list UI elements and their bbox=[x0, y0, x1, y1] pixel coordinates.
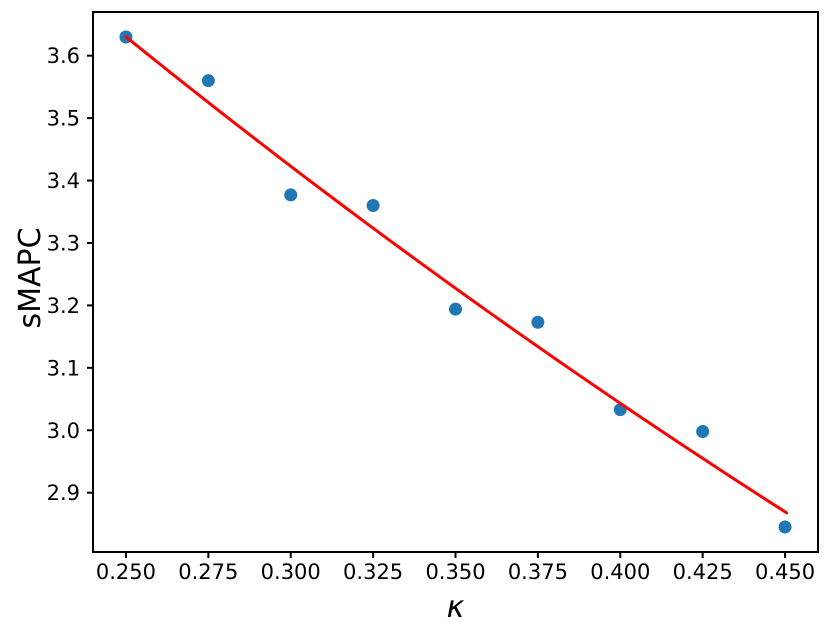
plot-area: 0.250 0.275 0.300 0.325 0.350 0.375 0.400 0.425… bbox=[47, 11, 819, 584]
x-tick-label: 0.300 bbox=[261, 560, 321, 584]
data-point bbox=[696, 425, 710, 439]
y-axis-label: sMAPC bbox=[13, 227, 48, 328]
data-point bbox=[449, 302, 462, 316]
x-tick-label: 0.325 bbox=[343, 560, 403, 584]
x-tick-label: 0.350 bbox=[425, 560, 485, 584]
y-tick-label: 3.5 bbox=[47, 107, 80, 131]
y-tick-label: 3.1 bbox=[47, 356, 80, 380]
data-point bbox=[284, 188, 298, 202]
x-tick-label: 0.375 bbox=[508, 560, 568, 584]
x-tick-label: 0.400 bbox=[590, 560, 650, 584]
data-point bbox=[201, 74, 215, 88]
x-tick-label: 0.425 bbox=[673, 560, 733, 584]
y-tick-label: 3.6 bbox=[47, 44, 80, 68]
data-point bbox=[531, 315, 545, 329]
y-tick-label: 3.4 bbox=[47, 169, 80, 193]
x-tick-label: 0.250 bbox=[96, 560, 156, 584]
y-tick-label: 3.3 bbox=[47, 231, 80, 255]
x-tick-label: 0.275 bbox=[178, 560, 238, 584]
fit-line bbox=[124, 35, 789, 515]
data-point bbox=[778, 520, 792, 534]
y-tick-label: 3.2 bbox=[47, 294, 80, 318]
data-point bbox=[366, 199, 380, 213]
y-tick-label: 2.9 bbox=[47, 481, 80, 505]
x-tick-label: 0.450 bbox=[755, 560, 815, 584]
x-axis-label: κ bbox=[447, 590, 465, 625]
axes-spines bbox=[92, 11, 819, 553]
y-tick-label: 3.0 bbox=[47, 419, 80, 443]
